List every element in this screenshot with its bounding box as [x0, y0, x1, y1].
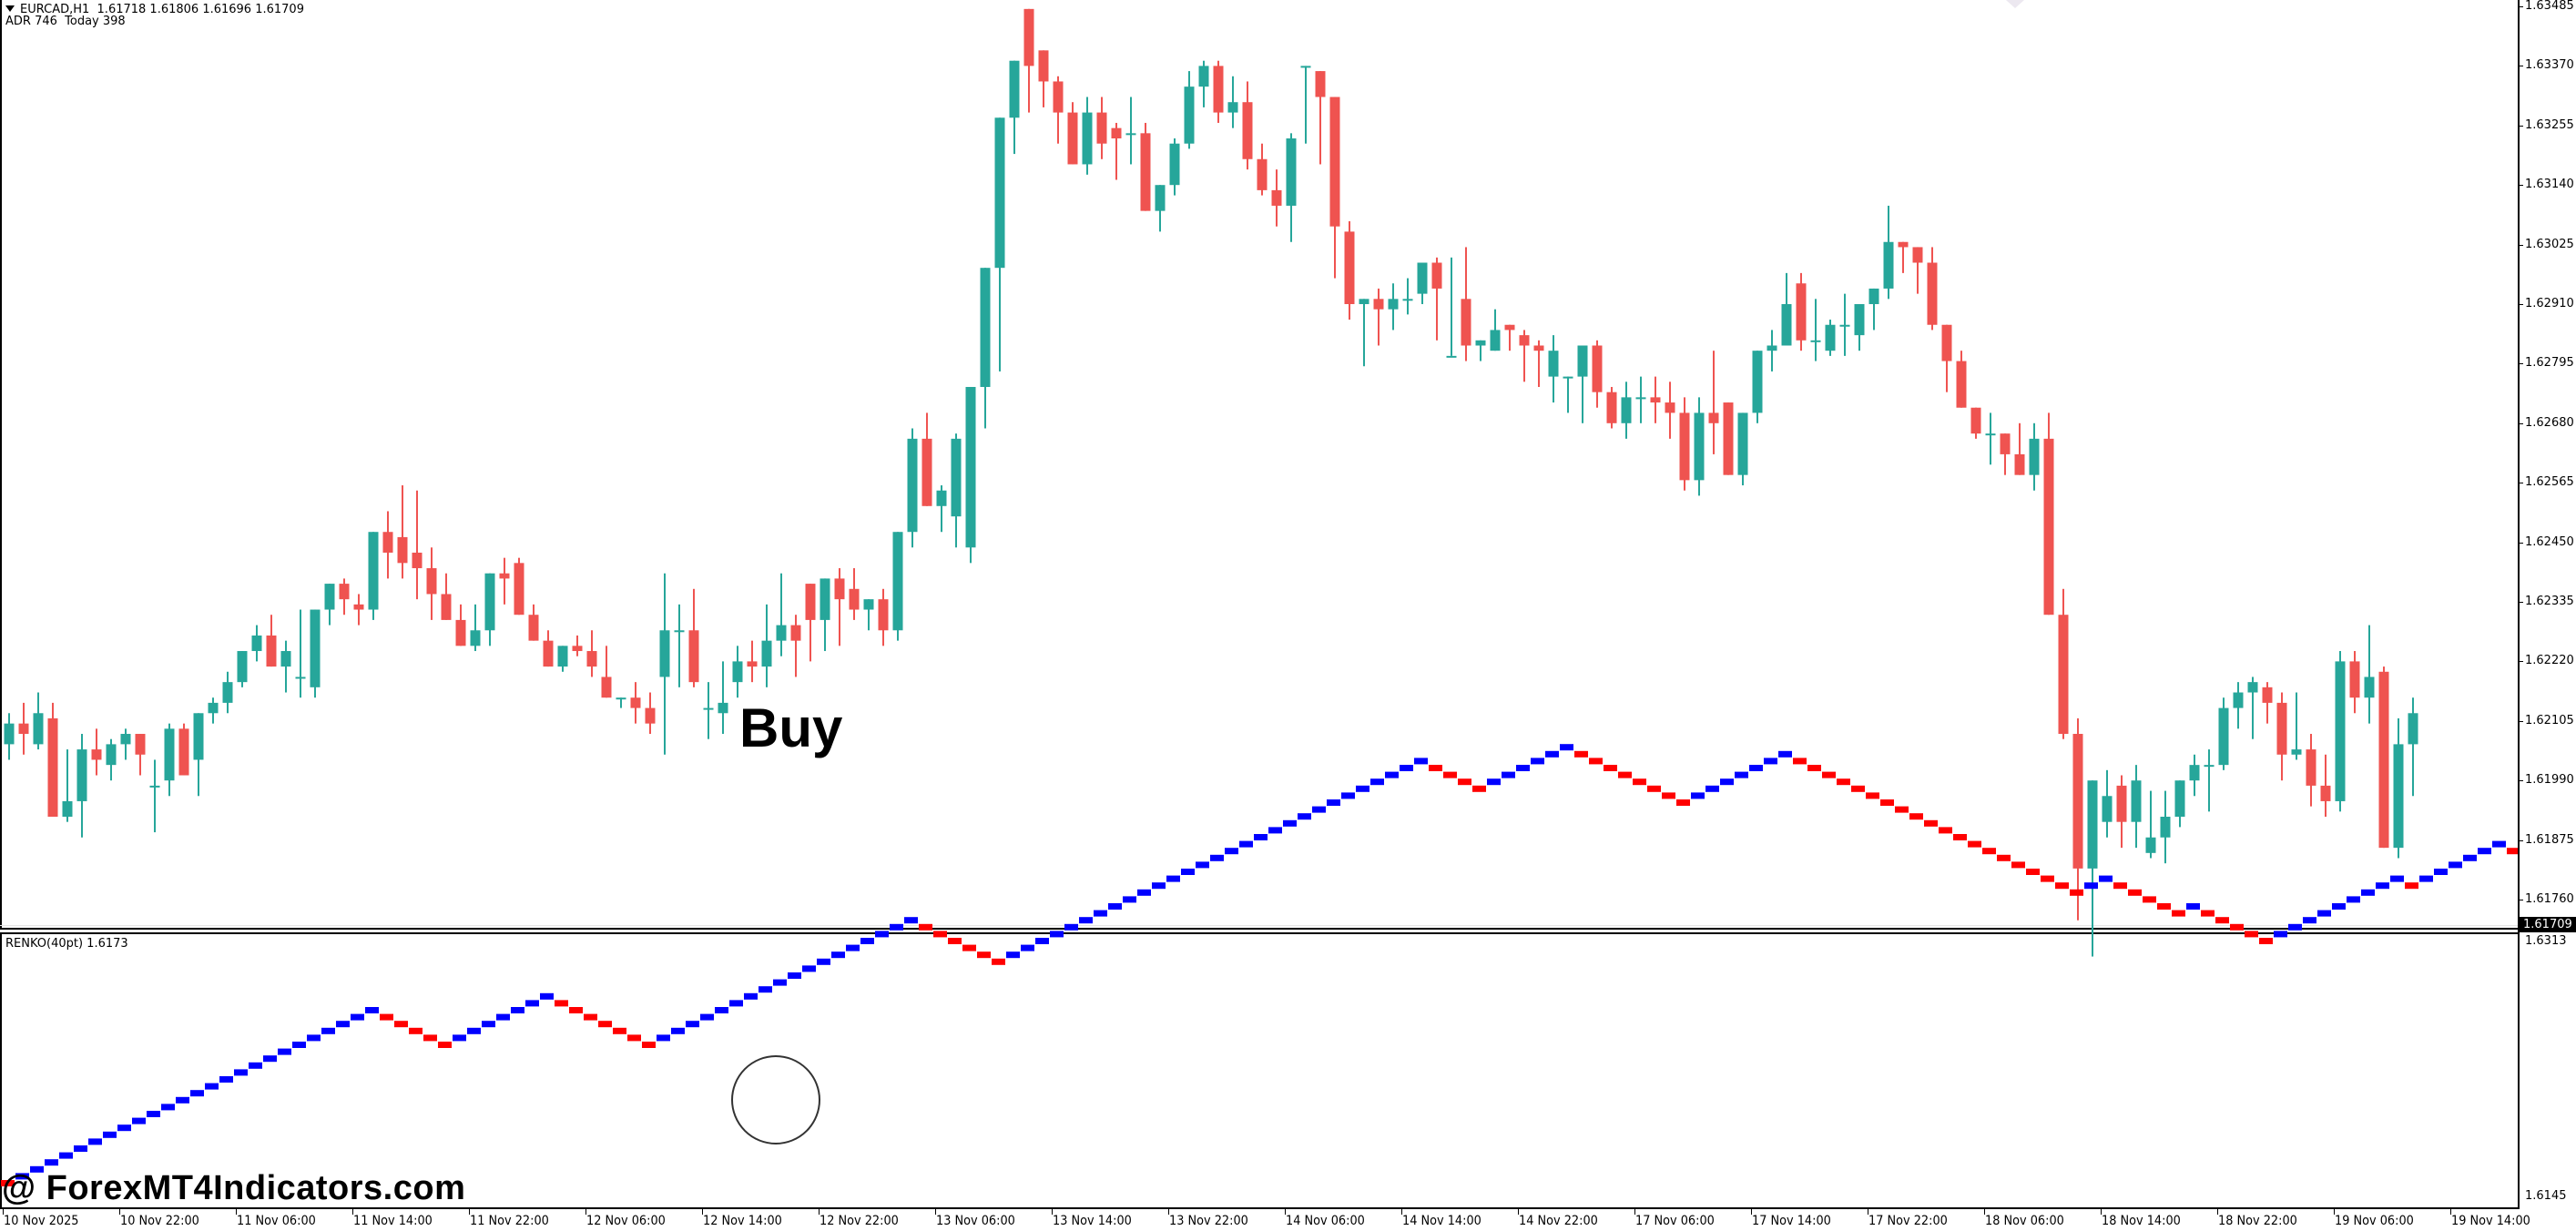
- price-tick-label: 1.63140: [2525, 178, 2574, 192]
- price-tick: [2518, 125, 2523, 127]
- price-tick-label: 1.62565: [2525, 475, 2574, 490]
- price-axis[interactable]: [2518, 0, 2520, 1209]
- renko-indicator-pane[interactable]: [0, 932, 2518, 1209]
- price-tick-label: 1.63255: [2525, 117, 2574, 132]
- symbol-ohlc: EURCAD,H1 1.61718 1.61806 1.61696 1.6170…: [20, 3, 304, 16]
- time-tick: [585, 1209, 586, 1215]
- price-tick: [2518, 602, 2523, 603]
- time-tick: [2450, 1209, 2451, 1215]
- price-tick: [2518, 720, 2523, 722]
- price-tick: [2518, 185, 2523, 187]
- time-tick-label: 11 Nov 22:00: [470, 1214, 549, 1228]
- time-tick-label: 14 Nov 06:00: [1286, 1214, 1365, 1228]
- symbol-info: EURCAD,H1 1.61718 1.61806 1.61696 1.6170…: [5, 3, 304, 16]
- time-tick-label: 18 Nov 22:00: [2218, 1214, 2297, 1228]
- time-tick-label: 19 Nov 14:00: [2451, 1214, 2530, 1228]
- collapse-triangle-icon[interactable]: [5, 5, 15, 12]
- price-tick-label: 1.62220: [2525, 654, 2574, 668]
- time-tick: [1168, 1209, 1169, 1215]
- candlestick-plot: [1, 8, 2518, 1186]
- price-tick: [2518, 6, 2523, 7]
- buy-signal-label: Buy: [739, 697, 843, 758]
- time-tick-label: 11 Nov 06:00: [237, 1214, 316, 1228]
- price-tick-label: 1.62450: [2525, 534, 2574, 549]
- price-chart-pane[interactable]: [0, 0, 2518, 930]
- time-tick-label: 14 Nov 22:00: [1519, 1214, 1598, 1228]
- time-tick: [1052, 1209, 1053, 1215]
- time-tick-label: 12 Nov 06:00: [586, 1214, 666, 1228]
- price-tick: [2518, 661, 2523, 663]
- time-tick-label: 10 Nov 22:00: [120, 1214, 199, 1228]
- price-tick-label: 1.62795: [2525, 356, 2574, 371]
- price-tick-label: 1.61990: [2525, 773, 2574, 788]
- price-tick: [2518, 839, 2523, 841]
- time-tick-label: 11 Nov 14:00: [353, 1214, 433, 1228]
- time-tick-label: 14 Nov 14:00: [1402, 1214, 1481, 1228]
- chart-shift-marker-icon[interactable]: [2006, 0, 2024, 8]
- time-tick-label: 17 Nov 22:00: [1868, 1214, 1948, 1228]
- price-tick-label: 1.62335: [2525, 595, 2574, 608]
- time-tick: [2217, 1209, 2218, 1215]
- time-tick-label: 17 Nov 06:00: [1635, 1214, 1715, 1228]
- time-tick: [352, 1209, 353, 1215]
- time-tick: [1634, 1209, 1635, 1215]
- time-tick-label: 13 Nov 22:00: [1169, 1214, 1248, 1228]
- price-tick: [2518, 363, 2523, 365]
- renko-indicator-label: RENKO(40pt) 1.6173: [5, 937, 128, 951]
- time-tick: [1518, 1209, 1519, 1215]
- time-tick: [702, 1209, 703, 1215]
- price-tick-label: 1.63485: [2525, 0, 2574, 13]
- price-tick-label: 1.62910: [2525, 297, 2574, 310]
- time-tick: [935, 1209, 936, 1215]
- price-tick-label: 1.61760: [2525, 892, 2574, 906]
- time-tick-label: 19 Nov 06:00: [2335, 1214, 2414, 1228]
- time-tick-label: 13 Nov 06:00: [936, 1214, 1015, 1228]
- price-tick: [2518, 780, 2523, 782]
- time-tick-label: 17 Nov 14:00: [1752, 1214, 1831, 1228]
- pane-separator: [0, 925, 2518, 926]
- time-tick: [236, 1209, 237, 1215]
- price-tick: [2518, 542, 2523, 544]
- time-tick-label: 13 Nov 14:00: [1053, 1214, 1132, 1228]
- indicator-axis-top: 1.6313: [2525, 934, 2567, 948]
- time-tick: [1984, 1209, 1985, 1215]
- time-tick: [2334, 1209, 2335, 1215]
- time-tick: [1751, 1209, 1752, 1215]
- indicator-axis-bottom: 1.6145: [2525, 1189, 2567, 1203]
- time-tick-label: 18 Nov 06:00: [1985, 1214, 2064, 1228]
- time-tick-label: 10 Nov 2025: [4, 1214, 79, 1228]
- time-tick: [1401, 1209, 1402, 1215]
- time-tick: [469, 1209, 470, 1215]
- signal-circle-marker: [731, 1055, 820, 1145]
- current-price-tag: 1.61709: [2520, 917, 2576, 932]
- time-tick: [2101, 1209, 2102, 1215]
- time-tick-label: 18 Nov 14:00: [2102, 1214, 2181, 1228]
- price-tick-label: 1.62105: [2525, 713, 2574, 727]
- time-tick: [119, 1209, 120, 1215]
- time-tick-label: 12 Nov 14:00: [703, 1214, 782, 1228]
- watermark: @ ForexMT4Indicators.com: [2, 1169, 466, 1207]
- time-axis[interactable]: 10 Nov 2025 10 Nov 22:00 11 Nov 06:00 11 No…: [0, 1209, 2530, 1231]
- time-tick: [819, 1209, 820, 1215]
- price-tick-label: 1.63370: [2525, 58, 2574, 73]
- price-tick: [2518, 422, 2523, 424]
- price-tick-label: 1.61875: [2525, 832, 2574, 847]
- price-tick-label: 1.63025: [2525, 237, 2574, 251]
- adr-info: ADR 746 Today 398: [5, 15, 126, 28]
- price-tick: [2518, 304, 2523, 305]
- time-tick-label: 12 Nov 22:00: [820, 1214, 899, 1228]
- price-tick: [2518, 244, 2523, 246]
- time-tick: [3, 1209, 4, 1215]
- time-tick: [1285, 1209, 1286, 1215]
- price-tick-label: 1.62680: [2525, 415, 2574, 430]
